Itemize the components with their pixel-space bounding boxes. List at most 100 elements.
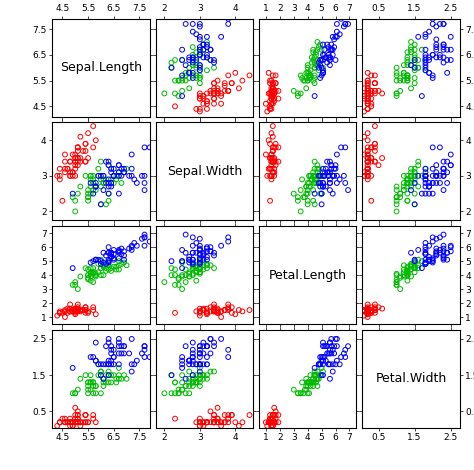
Point: [102, 252, 110, 259]
Point: [185, 256, 193, 264]
Point: [171, 379, 179, 386]
Point: [404, 271, 411, 279]
Point: [310, 172, 317, 180]
Point: [178, 353, 186, 361]
Point: [130, 360, 138, 368]
Point: [305, 390, 313, 397]
Point: [271, 154, 278, 162]
Point: [308, 379, 316, 386]
Point: [224, 87, 232, 94]
Point: [418, 46, 426, 54]
Point: [304, 64, 311, 71]
Point: [269, 71, 277, 79]
Point: [371, 122, 379, 130]
Point: [141, 231, 148, 238]
Point: [69, 422, 76, 430]
Point: [404, 74, 411, 82]
Point: [192, 267, 200, 274]
Point: [407, 260, 415, 268]
Point: [298, 379, 306, 386]
Point: [138, 235, 146, 243]
Point: [97, 260, 105, 268]
Point: [224, 20, 232, 28]
Point: [221, 82, 228, 89]
Point: [404, 268, 411, 276]
Point: [311, 172, 319, 180]
Point: [407, 179, 415, 187]
Point: [314, 375, 321, 383]
Point: [196, 308, 204, 315]
Point: [79, 306, 87, 314]
Point: [77, 422, 84, 430]
Point: [141, 172, 148, 180]
Point: [133, 242, 141, 250]
Point: [69, 264, 76, 272]
Point: [196, 36, 204, 43]
Point: [66, 172, 74, 180]
Point: [94, 260, 102, 268]
Point: [189, 242, 197, 250]
Point: [207, 335, 214, 343]
Point: [429, 238, 437, 245]
Point: [315, 179, 323, 187]
Point: [189, 62, 197, 69]
Point: [371, 158, 379, 165]
Point: [185, 357, 193, 364]
Point: [110, 172, 118, 180]
Point: [120, 165, 128, 172]
Point: [196, 95, 204, 102]
Point: [307, 71, 314, 79]
Point: [87, 172, 94, 180]
Point: [77, 133, 84, 141]
Point: [411, 259, 419, 266]
Point: [364, 165, 372, 172]
Point: [436, 20, 444, 28]
Point: [185, 56, 193, 64]
Point: [189, 260, 197, 268]
Point: [64, 309, 71, 317]
Point: [422, 169, 429, 176]
Point: [74, 411, 82, 419]
Point: [364, 158, 372, 165]
Point: [268, 92, 275, 100]
Point: [196, 343, 204, 350]
Point: [207, 46, 214, 54]
Point: [364, 169, 372, 176]
Point: [440, 231, 447, 238]
Point: [440, 43, 447, 51]
Point: [318, 371, 325, 379]
Point: [66, 301, 74, 308]
Point: [115, 261, 123, 269]
Point: [141, 186, 148, 194]
Point: [246, 306, 253, 314]
Point: [203, 33, 211, 40]
Point: [266, 165, 274, 172]
Point: [443, 169, 451, 176]
Point: [128, 172, 136, 180]
Point: [314, 38, 321, 46]
Point: [168, 59, 175, 66]
Point: [311, 165, 319, 172]
Point: [108, 371, 115, 379]
Point: [196, 20, 204, 28]
Point: [414, 261, 422, 269]
Point: [118, 343, 125, 350]
Point: [407, 62, 415, 69]
Point: [72, 306, 79, 314]
Point: [189, 271, 197, 279]
Point: [311, 371, 319, 379]
Point: [108, 264, 115, 272]
Point: [429, 165, 437, 172]
Point: [326, 346, 334, 353]
Point: [305, 172, 313, 180]
Point: [108, 346, 115, 353]
Point: [108, 176, 115, 183]
Point: [171, 102, 179, 110]
Point: [61, 308, 69, 315]
Point: [364, 92, 372, 100]
Point: [312, 375, 320, 383]
Point: [189, 259, 197, 266]
Point: [203, 253, 211, 261]
Point: [228, 79, 236, 87]
Point: [407, 43, 415, 51]
